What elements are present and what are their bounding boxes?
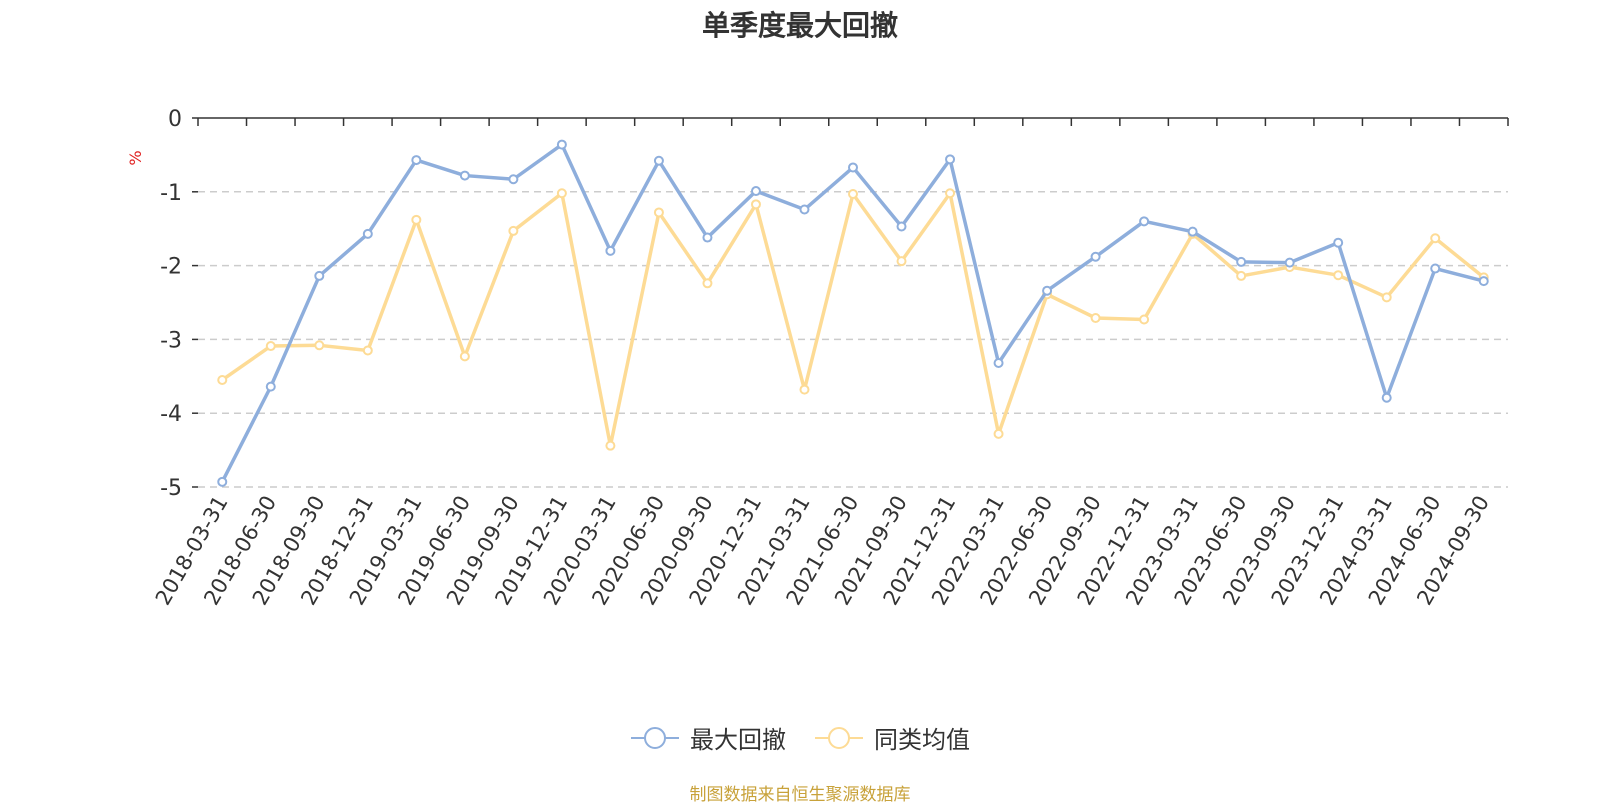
y-tick-label: -5 bbox=[160, 476, 182, 501]
data-point-series-2 bbox=[1333, 270, 1344, 281]
data-point-series-2 bbox=[556, 188, 567, 199]
data-point-series-1 bbox=[459, 170, 470, 181]
data-point-series-1 bbox=[1430, 263, 1441, 274]
data-point-series-1 bbox=[702, 232, 713, 243]
data-point-series-1 bbox=[1187, 226, 1198, 237]
data-point-series-2 bbox=[653, 207, 664, 218]
y-tick-label: -3 bbox=[160, 328, 182, 353]
data-point-series-1 bbox=[1478, 276, 1489, 287]
data-point-series-2 bbox=[362, 345, 373, 356]
data-point-series-2 bbox=[508, 225, 519, 236]
data-point-series-2 bbox=[1430, 233, 1441, 244]
data-point-series-1 bbox=[993, 358, 1004, 369]
data-point-series-1 bbox=[1333, 237, 1344, 248]
data-point-series-1 bbox=[508, 174, 519, 185]
legend-item-series-1[interactable]: 最大回撤 bbox=[630, 720, 786, 755]
data-point-series-2 bbox=[1139, 314, 1150, 325]
data-point-series-1 bbox=[362, 228, 373, 239]
legend: 最大回撤 同类均值 bbox=[0, 720, 1600, 755]
data-point-series-2 bbox=[896, 256, 907, 267]
y-tick-label: 0 bbox=[168, 107, 182, 132]
data-point-series-1 bbox=[799, 204, 810, 215]
y-tick-label: -1 bbox=[160, 181, 182, 206]
data-point-series-2 bbox=[217, 374, 228, 385]
data-point-series-2 bbox=[750, 199, 761, 210]
data-point-series-2 bbox=[265, 341, 276, 352]
legend-marker-series-1 bbox=[631, 726, 679, 749]
legend-label-series-2: 同类均值 bbox=[874, 726, 970, 754]
data-point-series-2 bbox=[1236, 270, 1247, 281]
data-point-series-1 bbox=[605, 245, 616, 256]
data-point-series-1 bbox=[896, 221, 907, 232]
data-point-series-1 bbox=[217, 476, 228, 487]
data-point-series-1 bbox=[556, 139, 567, 150]
data-point-series-1 bbox=[265, 381, 276, 392]
data-point-series-2 bbox=[459, 351, 470, 362]
data-point-series-2 bbox=[945, 188, 956, 199]
data-point-series-1 bbox=[1042, 285, 1053, 296]
source-note: 制图数据来自恒生聚源数据库 bbox=[689, 785, 911, 805]
data-point-series-1 bbox=[1139, 216, 1150, 227]
chart-title: 单季度最大回撤 bbox=[701, 9, 898, 42]
data-point-series-2 bbox=[702, 278, 713, 289]
data-point-series-2 bbox=[605, 440, 616, 451]
data-point-series-1 bbox=[848, 162, 858, 173]
data-point-series-1 bbox=[1236, 256, 1247, 267]
data-point-series-1 bbox=[750, 186, 761, 197]
data-point-series-2 bbox=[411, 214, 422, 225]
data-point-series-2 bbox=[1381, 292, 1392, 303]
series-line-2 bbox=[221, 191, 1485, 448]
data-point-series-2 bbox=[1090, 312, 1101, 323]
y-axis-label: % bbox=[126, 150, 145, 165]
data-point-series-1 bbox=[314, 270, 325, 281]
data-point-series-1 bbox=[1284, 257, 1295, 268]
legend-marker-series-2 bbox=[815, 726, 863, 749]
data-point-series-2 bbox=[848, 189, 858, 200]
y-tick-label: -4 bbox=[160, 402, 182, 427]
data-point-series-1 bbox=[945, 154, 956, 165]
legend-item-series-2[interactable]: 同类均值 bbox=[814, 720, 970, 755]
y-tick-label: -2 bbox=[160, 255, 182, 280]
data-point-series-1 bbox=[411, 155, 422, 166]
data-point-series-1 bbox=[1381, 392, 1392, 403]
data-point-series-1 bbox=[1090, 251, 1101, 262]
data-point-series-2 bbox=[314, 340, 325, 351]
data-point-series-1 bbox=[653, 155, 664, 166]
legend-label-series-1: 最大回撤 bbox=[690, 726, 786, 754]
data-point-series-2 bbox=[799, 384, 810, 395]
data-point-series-2 bbox=[993, 428, 1004, 439]
